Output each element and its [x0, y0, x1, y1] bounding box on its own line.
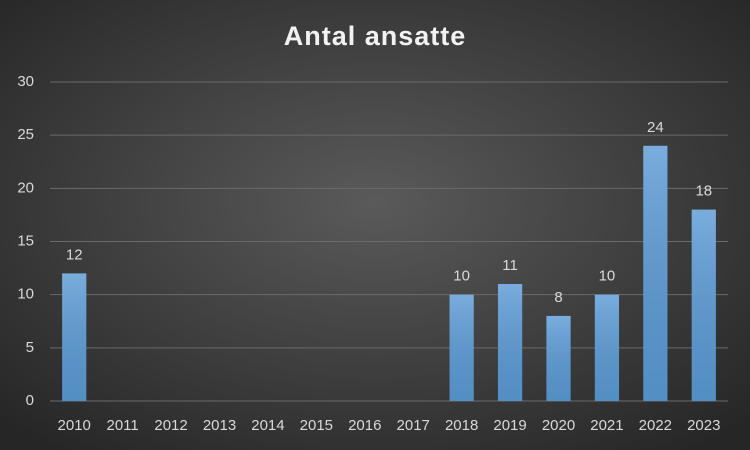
chart-title: Antal ansatte — [284, 21, 467, 51]
x-tick-label: 2019 — [493, 417, 526, 434]
x-tick-label: 2017 — [397, 417, 430, 434]
x-tick-label: 2012 — [154, 417, 187, 434]
data-label: 10 — [599, 268, 616, 285]
bar — [594, 294, 620, 401]
bar — [449, 294, 474, 401]
bar — [62, 273, 87, 401]
x-tick-label: 2011 — [107, 417, 139, 434]
bar — [497, 284, 523, 401]
x-tick-label: 2023 — [687, 417, 720, 434]
data-label: 8 — [554, 289, 562, 306]
data-label: 18 — [695, 183, 712, 200]
x-tick-label: 2014 — [251, 417, 284, 434]
x-tick-label: 2020 — [542, 417, 575, 434]
data-label: 10 — [453, 268, 470, 285]
y-tick-label: 15 — [17, 232, 34, 249]
bar — [691, 209, 716, 401]
x-tick-label: 2021 — [590, 417, 623, 434]
bar — [643, 145, 668, 401]
x-tick-label: 2015 — [300, 417, 333, 434]
x-tick-label: 2013 — [203, 417, 236, 434]
x-tick-label: 2010 — [58, 417, 91, 434]
y-tick-label: 0 — [26, 392, 34, 409]
y-tick-label: 30 — [17, 73, 34, 90]
y-tick-label: 20 — [17, 179, 34, 196]
x-tick-label: 2018 — [445, 417, 478, 434]
data-label: 11 — [502, 257, 518, 274]
x-tick-label: 2022 — [639, 417, 672, 434]
bar — [546, 315, 571, 401]
x-tick-label: 2016 — [348, 417, 381, 434]
y-tick-label: 25 — [17, 126, 34, 143]
y-tick-label: 10 — [17, 286, 34, 303]
y-tick-label: 5 — [26, 339, 34, 356]
data-label: 12 — [66, 246, 83, 263]
data-label: 24 — [647, 119, 664, 136]
